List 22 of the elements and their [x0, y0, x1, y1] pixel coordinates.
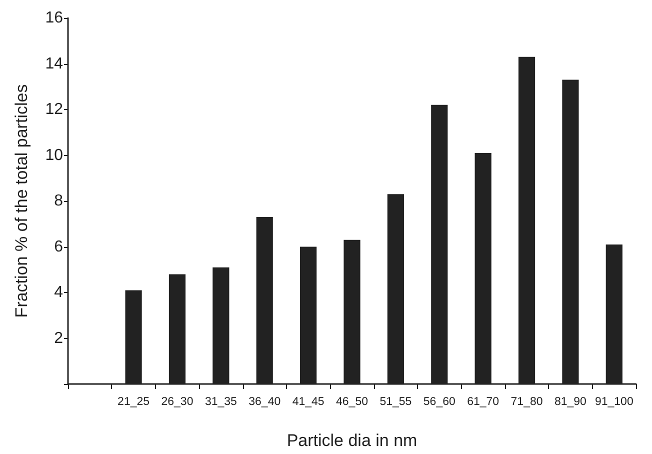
y-tick-label: 14 — [45, 55, 64, 72]
x-tick-label: 56_60 — [423, 396, 456, 408]
x-tick-label: 41_45 — [292, 396, 324, 408]
x-tick-label: 46_50 — [336, 396, 368, 408]
y-tick-label: 6 — [54, 238, 64, 256]
x-tick-label: 81_90 — [554, 396, 586, 408]
x-tick-label: 51_55 — [380, 396, 412, 408]
x-tick-label: 71_80 — [510, 396, 543, 408]
y-axis-title: Fraction % of the total particles — [12, 84, 31, 318]
y-tick-label: 16 — [45, 10, 64, 26]
x-tick-label: 26_30 — [161, 396, 194, 408]
x-axis-title: Particle dia in nm — [286, 431, 418, 450]
x-tick-label: 61_70 — [467, 396, 500, 408]
y-tick-label: 12 — [45, 101, 64, 118]
y-tick-label: 2 — [54, 330, 64, 347]
x-tick-label: 36_40 — [248, 396, 281, 408]
y-tick-label: 8 — [54, 192, 64, 210]
x-tick-label: 21_25 — [118, 396, 150, 408]
x-tick-label: 31_35 — [204, 396, 237, 408]
x-tick-label: 91_100 — [594, 396, 634, 408]
y-tick-label: 4 — [54, 284, 64, 301]
y-tick-label: 10 — [45, 146, 64, 164]
